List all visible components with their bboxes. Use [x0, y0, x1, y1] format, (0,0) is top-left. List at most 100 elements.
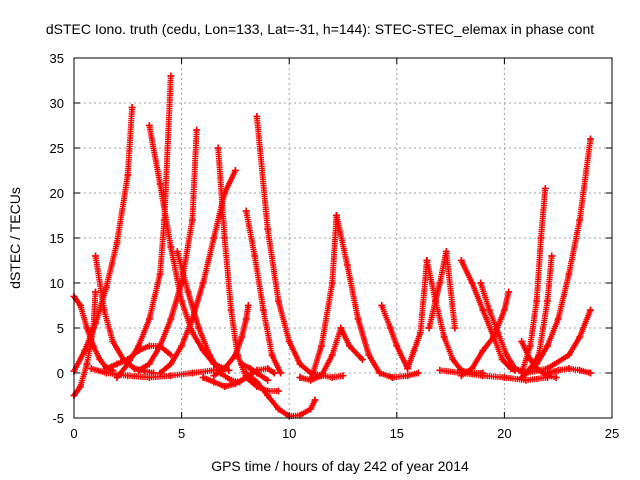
- data-point: [184, 288, 192, 296]
- data-point: [548, 252, 556, 260]
- data-point: [554, 366, 562, 374]
- data-point: [393, 342, 401, 350]
- data-point: [307, 405, 315, 413]
- data-point: [92, 288, 100, 296]
- data-point: [76, 383, 84, 390]
- y-tick-label: 5: [57, 321, 64, 336]
- data-point: [365, 351, 373, 359]
- data-point: [543, 297, 551, 305]
- data-point: [565, 351, 573, 359]
- data-point: [264, 376, 272, 384]
- data-point: [432, 297, 440, 305]
- series-markers: [307, 212, 340, 384]
- data-point: [113, 239, 121, 246]
- data-point: [156, 342, 164, 350]
- data-point: [253, 369, 261, 377]
- data-point: [87, 365, 95, 372]
- data-point: [505, 288, 513, 296]
- data-point: [251, 252, 259, 260]
- data-point: [124, 372, 132, 380]
- series-9: [135, 126, 201, 374]
- data-point: [586, 306, 594, 314]
- data-point: [221, 234, 229, 242]
- data-point: [404, 365, 412, 372]
- data-point: [167, 315, 175, 323]
- data-point: [214, 144, 222, 152]
- data-point: [83, 360, 91, 368]
- data-point: [135, 342, 143, 350]
- data-point: [89, 342, 97, 350]
- data-point: [522, 376, 530, 384]
- data-point: [468, 279, 476, 287]
- series-29: [436, 366, 551, 384]
- data-point: [96, 356, 104, 363]
- data-point: [83, 324, 91, 332]
- data-point: [440, 333, 448, 341]
- data-point: [210, 372, 218, 380]
- data-point: [328, 374, 336, 381]
- data-point: [436, 279, 444, 287]
- data-point: [210, 378, 218, 386]
- y-axis-label: dSTEC / TECUs: [7, 187, 23, 289]
- y-tick-label: 30: [50, 96, 64, 111]
- data-point: [199, 374, 207, 381]
- data-point: [264, 365, 272, 372]
- data-point: [227, 376, 235, 384]
- data-point: [498, 356, 506, 363]
- data-point: [195, 324, 203, 332]
- data-point: [404, 372, 412, 380]
- data-point: [92, 252, 100, 260]
- data-point: [259, 306, 267, 314]
- data-point: [124, 360, 132, 368]
- data-point: [264, 392, 272, 399]
- data-point: [227, 306, 235, 314]
- data-point: [188, 216, 196, 224]
- data-point: [414, 369, 422, 377]
- data-point: [178, 279, 186, 287]
- data-point: [100, 306, 108, 314]
- data-point: [81, 347, 89, 354]
- data-point: [468, 365, 476, 372]
- series-20: [307, 212, 341, 384]
- data-point: [274, 405, 282, 413]
- series-28: [477, 279, 530, 377]
- data-point: [113, 374, 121, 381]
- data-point: [167, 243, 175, 251]
- y-tick-label: 15: [50, 231, 64, 246]
- data-point: [264, 225, 272, 233]
- data-point: [167, 372, 175, 380]
- data-point: [274, 297, 282, 305]
- data-point: [328, 279, 336, 287]
- data-point: [285, 338, 293, 345]
- series-markers: [297, 325, 366, 384]
- data-point: [178, 342, 186, 350]
- data-point: [199, 279, 207, 287]
- data-point: [333, 212, 341, 219]
- data-point: [130, 365, 138, 372]
- data-point: [167, 360, 175, 368]
- data-point: [537, 234, 545, 242]
- data-point: [511, 365, 519, 372]
- series-markers: [71, 104, 136, 375]
- data-point: [565, 270, 573, 278]
- series-22: [378, 302, 412, 372]
- data-point: [221, 383, 229, 390]
- data-point: [76, 302, 84, 309]
- data-point: [210, 234, 218, 242]
- data-point: [500, 374, 508, 381]
- series-23: [404, 257, 431, 372]
- data-point: [410, 347, 418, 354]
- data-point: [145, 122, 153, 129]
- data-point: [543, 369, 551, 377]
- data-point: [188, 329, 196, 336]
- data-point: [109, 338, 117, 345]
- data-point: [89, 324, 97, 332]
- data-point: [253, 378, 261, 386]
- data-point: [457, 257, 465, 264]
- data-point: [479, 347, 487, 354]
- data-point: [345, 342, 353, 350]
- data-point: [358, 356, 366, 363]
- data-point: [500, 306, 508, 314]
- data-point: [576, 366, 584, 374]
